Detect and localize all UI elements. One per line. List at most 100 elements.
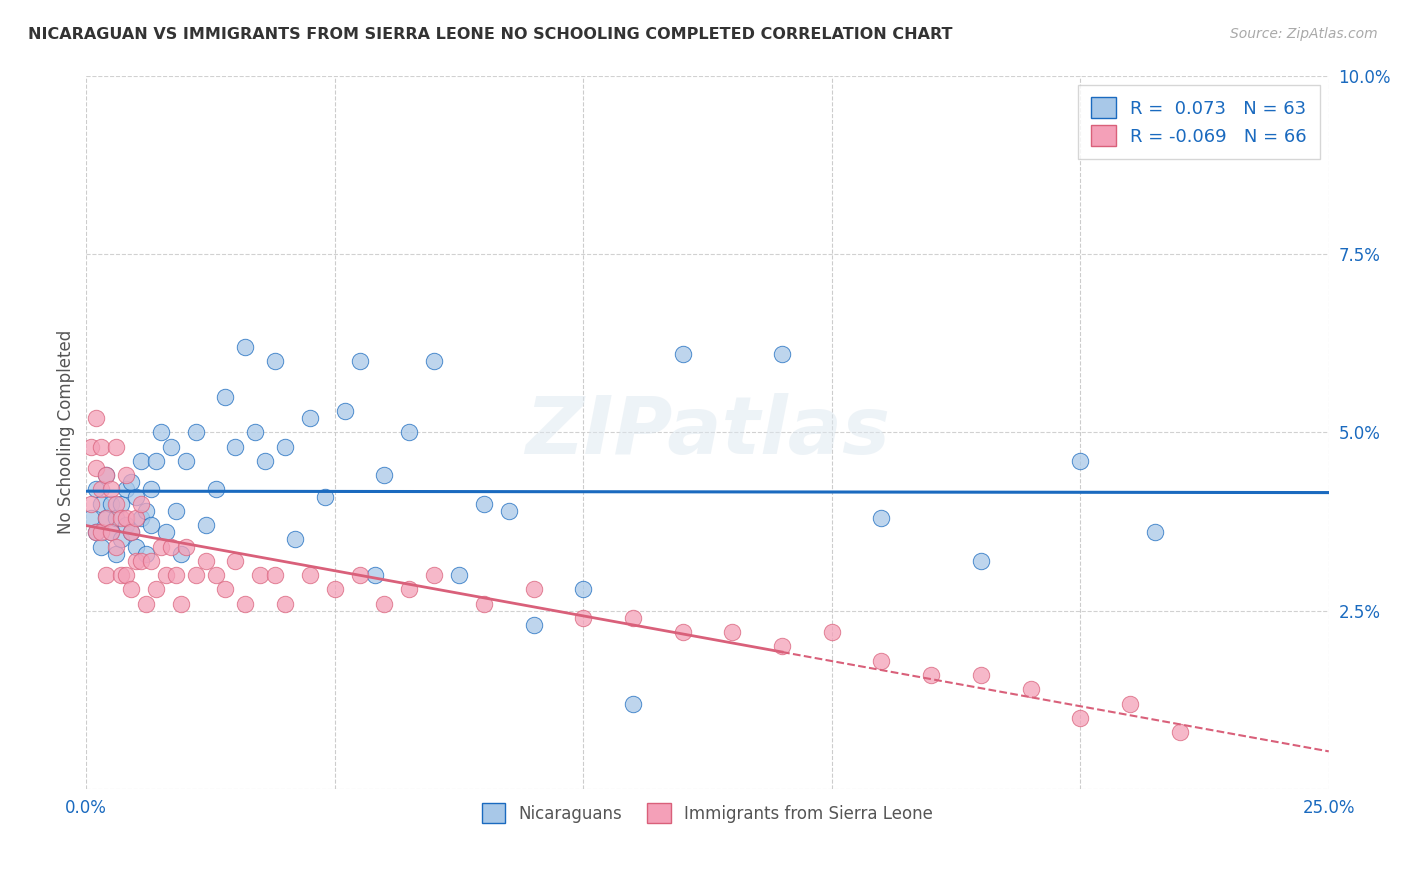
Point [870, 511, 893, 525]
Point [139, 483, 162, 497]
Point [120, 475, 142, 490]
Point [423, 354, 446, 368]
Point [125, 554, 148, 568]
Point [274, 597, 297, 611]
Point [349, 354, 371, 368]
Point [115, 511, 138, 525]
Point [115, 518, 138, 533]
Point [1119, 697, 1142, 711]
Point [672, 347, 695, 361]
Point [84, 411, 107, 425]
Point [770, 640, 793, 654]
Point [105, 497, 128, 511]
Point [920, 668, 942, 682]
Point [90, 440, 112, 454]
Point [298, 568, 321, 582]
Point [96, 511, 118, 525]
Point [80, 511, 103, 525]
Point [120, 525, 142, 540]
Point [159, 540, 181, 554]
Point [90, 540, 112, 554]
Point [139, 554, 162, 568]
Point [194, 554, 217, 568]
Point [105, 511, 128, 525]
Text: Source: ZipAtlas.com: Source: ZipAtlas.com [1230, 27, 1378, 41]
Text: NICARAGUAN VS IMMIGRANTS FROM SIERRA LEONE NO SCHOOLING COMPLETED CORRELATION CH: NICARAGUAN VS IMMIGRANTS FROM SIERRA LEO… [28, 27, 953, 42]
Point [165, 568, 187, 582]
Point [314, 490, 336, 504]
Point [870, 654, 893, 668]
Point [155, 525, 177, 540]
Point [90, 497, 112, 511]
Point [96, 511, 118, 525]
Point [1168, 725, 1191, 739]
Point [373, 597, 395, 611]
Point [120, 525, 142, 540]
Point [149, 425, 172, 440]
Point [90, 525, 112, 540]
Point [125, 511, 148, 525]
Point [214, 390, 236, 404]
Point [96, 468, 118, 483]
Point [84, 461, 107, 475]
Point [1069, 454, 1091, 468]
Point [254, 454, 277, 468]
Point [1069, 711, 1091, 725]
Point [170, 597, 193, 611]
Point [110, 497, 132, 511]
Point [115, 468, 138, 483]
Point [100, 483, 122, 497]
Point [155, 568, 177, 582]
Point [129, 511, 152, 525]
Point [472, 597, 495, 611]
Point [170, 547, 193, 561]
Point [90, 483, 112, 497]
Y-axis label: No Schooling Completed: No Schooling Completed [58, 330, 75, 534]
Point [1019, 682, 1042, 697]
Point [1143, 525, 1166, 540]
Point [100, 525, 122, 540]
Point [135, 547, 157, 561]
Point [224, 440, 246, 454]
Point [621, 611, 644, 625]
Point [165, 504, 187, 518]
Point [233, 597, 256, 611]
Point [129, 454, 152, 468]
Point [572, 582, 595, 597]
Point [447, 568, 470, 582]
Point [423, 568, 446, 582]
Point [84, 525, 107, 540]
Point [204, 483, 226, 497]
Point [821, 625, 844, 640]
Point [274, 440, 297, 454]
Point [145, 454, 167, 468]
Point [105, 547, 128, 561]
Point [135, 597, 157, 611]
Point [233, 340, 256, 354]
Point [398, 425, 420, 440]
Point [770, 347, 793, 361]
Point [110, 511, 132, 525]
Point [105, 540, 128, 554]
Point [110, 533, 132, 547]
Point [96, 468, 118, 483]
Point [105, 440, 128, 454]
Point [284, 533, 307, 547]
Point [224, 554, 246, 568]
Point [333, 404, 356, 418]
Point [145, 582, 167, 597]
Point [672, 625, 695, 640]
Point [115, 568, 138, 582]
Point [264, 354, 287, 368]
Point [184, 568, 207, 582]
Point [349, 568, 371, 582]
Point [129, 497, 152, 511]
Point [214, 582, 236, 597]
Point [298, 411, 321, 425]
Point [84, 483, 107, 497]
Point [373, 468, 395, 483]
Point [264, 568, 287, 582]
Point [245, 425, 267, 440]
Point [194, 518, 217, 533]
Text: ZIPatlas: ZIPatlas [524, 393, 890, 471]
